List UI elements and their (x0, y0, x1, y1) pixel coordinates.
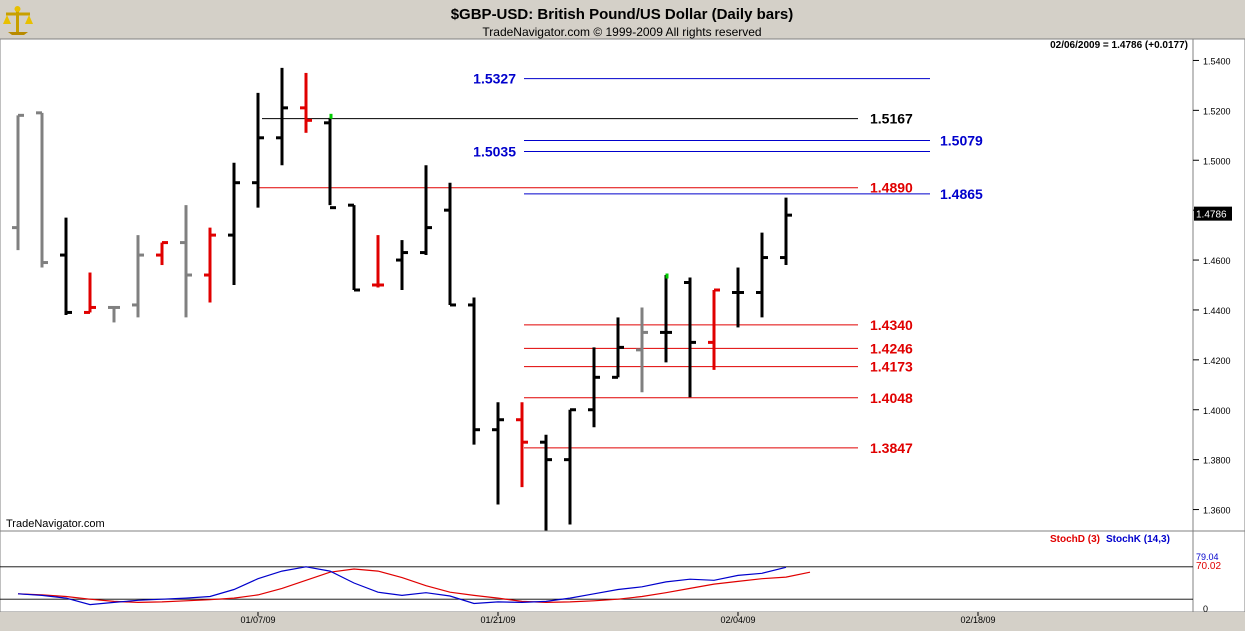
level-label-1-5167: 1.5167 (870, 111, 913, 127)
ohlc-bar (108, 305, 120, 323)
ohlc-bar (300, 72, 312, 133)
level-label-1-4048: 1.4048 (870, 390, 913, 406)
stoch-axis (1192, 530, 1245, 613)
ohlc-bar (132, 235, 144, 318)
price-panel (0, 38, 1194, 532)
ohlc-bar (660, 275, 672, 363)
ohlc-bar (444, 182, 456, 307)
ohlc-bar (636, 307, 648, 393)
ohlc-bar (468, 297, 480, 445)
chart-title: $GBP-USD: British Pound/US Dollar (Daily… (451, 6, 794, 23)
price-tick-label: 1.3800 (1203, 456, 1231, 466)
ohlc-bars (12, 67, 792, 537)
ohlc-bar (252, 92, 264, 208)
stoch-k-value: 79.04 (1196, 552, 1219, 562)
ohlc-bar (348, 203, 360, 292)
ohlc-bar (228, 162, 240, 285)
ohlc-bar (564, 408, 576, 525)
ohlc-bar (12, 113, 24, 251)
price-tick-label: 1.5200 (1203, 106, 1231, 116)
ohlc-bar (84, 272, 96, 314)
ohlc-bar (180, 205, 192, 318)
gold-scale-icon (3, 6, 33, 35)
level-label-1-4865: 1.4865 (940, 186, 983, 202)
ohlc-bar (420, 165, 432, 256)
ohlc-bar (396, 240, 408, 290)
ohlc-bar (732, 267, 744, 328)
level-label-1-5327: 1.5327 (473, 71, 516, 87)
date-axis (0, 612, 1245, 631)
level-label-1-5035: 1.5035 (473, 144, 516, 160)
date-tick-label: 01/21/09 (480, 615, 515, 625)
price-tick-label: 1.3600 (1203, 506, 1231, 516)
level-label-1-4890: 1.4890 (870, 180, 913, 196)
stoch-series-line (17, 566, 787, 606)
ohlc-bar (684, 277, 696, 398)
ohlc-bar (276, 67, 288, 166)
date-tick-label: 02/04/09 (720, 615, 755, 625)
stoch-value-box (1194, 551, 1224, 569)
ohlc-bar (60, 217, 72, 315)
ohlc-bar (156, 241, 168, 266)
last-price-box (1194, 206, 1232, 221)
ohlc-bar (492, 402, 504, 505)
ohlc-bar (588, 347, 600, 428)
ohlc-bar (324, 117, 336, 210)
price-tick-label: 1.5000 (1203, 156, 1231, 166)
ohlc-bar (372, 235, 384, 288)
price-readout: 02/06/2009 = 1.4786 (+0.0177) (1050, 40, 1188, 51)
date-tick-label: 02/18/09 (960, 615, 995, 625)
level-label-1-4340: 1.4340 (870, 317, 913, 333)
level-label-1-4246: 1.4246 (870, 340, 913, 356)
level-label-1-3847: 1.3847 (870, 440, 913, 456)
price-tick-label: 1.4400 (1203, 306, 1231, 316)
stoch-tick-label: 0 (1203, 604, 1208, 614)
header: $GBP-USD: British Pound/US Dollar (Daily… (3, 6, 793, 39)
stoch-k-legend: StochK (14,3) (1106, 534, 1170, 545)
level-label-1-5079: 1.5079 (940, 133, 983, 149)
ohlc-bar (708, 288, 720, 370)
stoch-d-value: 70.02 (1196, 561, 1221, 572)
last-price-label: 1.4786 (1196, 210, 1227, 221)
stoch-series-line (17, 568, 811, 604)
ohlc-bar (204, 227, 216, 303)
chart-subtitle: TradeNavigator.com © 1999-2009 All right… (482, 25, 761, 39)
ohlc-bar (780, 197, 792, 266)
ohlc-bar (612, 317, 624, 379)
level-label-1-4173: 1.4173 (870, 359, 913, 375)
price-tick-label: 1.4600 (1203, 256, 1231, 266)
last-price-marker: 1.4786 (1194, 206, 1232, 221)
watermark: TradeNavigator.com (6, 518, 105, 530)
ohlc-bar (540, 434, 552, 537)
price-tick-label: 1.5400 (1203, 56, 1231, 66)
price-tick-label: 1.4200 (1203, 356, 1231, 366)
stoch-panel (0, 530, 1194, 613)
price-tick-label: 1.4000 (1203, 406, 1231, 416)
stoch-d-legend: StochD (3) (1050, 534, 1100, 545)
date-axis-ticks: 01/07/09 01/21/09 02/04/09 02/18/09 (240, 612, 996, 625)
ohlc-bar (756, 232, 768, 318)
ohlc-bar (516, 402, 528, 488)
date-tick-label: 01/07/09 (240, 615, 275, 625)
ohlc-bar (36, 111, 48, 268)
